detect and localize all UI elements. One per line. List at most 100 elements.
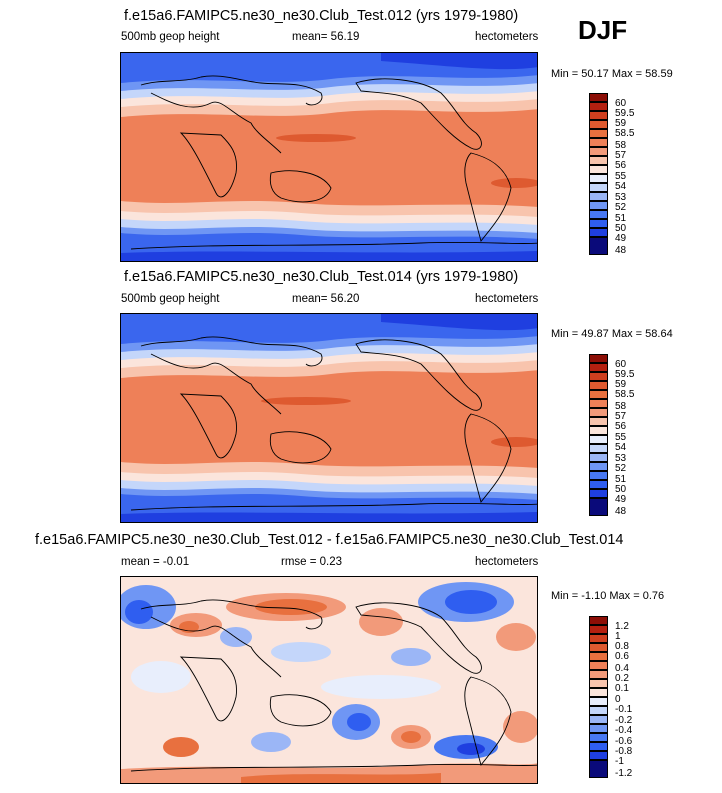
- panel1-colorbar-tick: 59: [615, 118, 627, 129]
- panel2-variable-label: 500mb geop height: [121, 293, 220, 305]
- panel1-colorbar-tick: 59.5: [615, 108, 635, 119]
- panel1-colorbar-swatch: [589, 192, 608, 201]
- panel2-map: [120, 313, 538, 523]
- panel3-units-label: hectometers: [475, 556, 539, 568]
- panel3-rmse-label: rmse = 0.23: [281, 556, 343, 568]
- panel3-anom: [457, 743, 485, 755]
- panel3-anom: [359, 608, 403, 636]
- season-label: DJF: [578, 15, 628, 45]
- panel3-colorbar-swatch: [589, 751, 608, 760]
- panel1-colorbar-swatch: [589, 165, 608, 174]
- panel3-colorbar-swatch: [589, 625, 608, 634]
- panel3-colorbar-tick: -1.2: [615, 768, 633, 779]
- panel1-units-label: hectometers: [475, 31, 539, 43]
- panel3-colorbar-tick: 0.8: [615, 641, 629, 652]
- panel2-colorbar-tick: 50: [615, 484, 627, 495]
- panel2-colorbar-tick: 56: [615, 421, 627, 432]
- panel3-colorbar-tick: -0.6: [615, 736, 633, 747]
- panel1-colorbar-swatch: [589, 183, 608, 192]
- panel3-colorbar-swatch: [589, 715, 608, 724]
- panel3-colorbar-swatch: [589, 679, 608, 688]
- panel3-colorbar-swatch: [589, 724, 608, 733]
- panel2-colorbar-tick: 55: [615, 432, 627, 443]
- panel2-colorbar: 60 59.5 59 58.5 58 57 56 55 54 53 52 51 …: [589, 354, 634, 517]
- panel1-colorbar-tick: 56: [615, 160, 627, 171]
- panel1-low-core-south: [121, 251, 537, 261]
- panel3-colorbar-swatch: [589, 688, 608, 697]
- panel1-colorbar-swatch: [589, 129, 608, 138]
- panel3-anom: [163, 737, 199, 757]
- panel3-minmax-label: Min = -1.10 Max = 0.76: [551, 590, 665, 602]
- panel1-colorbar-swatch: [589, 102, 608, 111]
- panel1-max-patch-atlantic: [491, 178, 537, 188]
- panel3-colorbar-tick: -1: [615, 756, 624, 767]
- panel3-colorbar-tick: 0.1: [615, 683, 629, 694]
- panel2-colorbar-swatch: [589, 471, 608, 480]
- panel3-colorbar-tick: 0.2: [615, 673, 629, 684]
- panel1-colorbar-swatch: [589, 174, 608, 183]
- panel2-colorbar-tick: 48: [615, 506, 627, 517]
- panel2-minmax-label: Min = 49.87 Max = 58.64: [551, 328, 673, 340]
- panel1-colorbar-tick: 57: [615, 150, 627, 161]
- panel1-colorbar-tick: 60: [615, 98, 627, 109]
- panel1-colorbar-tick: 55: [615, 171, 627, 182]
- panel1-colorbar-swatch: [589, 228, 608, 237]
- panel3-field-plot: [121, 577, 537, 783]
- panel1-low-core-north: [381, 53, 537, 70]
- panel3-colorbar-swatch: [589, 733, 608, 742]
- panel1-mean-label: mean= 56.19: [292, 31, 360, 43]
- panel1-colorbar-swatch: [589, 111, 608, 120]
- panel3-anom: [496, 623, 536, 651]
- panel1-colorbar-tick: 53: [615, 192, 627, 203]
- panel3-colorbar-swatch: [589, 697, 608, 706]
- panel2-colorbar-swatch: [589, 489, 608, 498]
- panel1-coastlines: [130, 75, 537, 250]
- panel3-colorbar-tick: -0.1: [615, 704, 633, 715]
- panel3-anom: [251, 732, 291, 752]
- panel1-colorbar-tick: 51: [615, 213, 627, 224]
- panel3-mean-label: mean = -0.01: [121, 556, 190, 568]
- panel2-colorbar-tick: 54: [615, 442, 627, 453]
- panel2-colorbar-tick: 52: [615, 463, 627, 474]
- panel3-colorbar-tick: 0.6: [615, 651, 629, 662]
- panel2-colorbar-swatch: [589, 354, 608, 363]
- panel2-colorbar-swatch: [589, 372, 608, 381]
- panel1-colorbar-tick: 52: [615, 202, 627, 213]
- panel2-colorbar-swatch: [589, 399, 608, 408]
- panel1-colorbar-swatch: [589, 219, 608, 228]
- panel2-title: f.e15a6.FAMIPC5.ne30_ne30.Club_Test.014 …: [124, 269, 519, 285]
- panel2-band-58: [121, 370, 537, 468]
- panel1-title: f.e15a6.FAMIPC5.ne30_ne30.Club_Test.012 …: [124, 8, 519, 24]
- panel1-colorbar-swatch: [589, 156, 608, 165]
- panel2-colorbar-tick: 59: [615, 379, 627, 390]
- panel1-colorbar-tick: 58.5: [615, 128, 635, 139]
- panel2-colorbar-swatch: [589, 417, 608, 426]
- panel2-colorbar-tick: 51: [615, 474, 627, 485]
- panel1-variable-label: 500mb geop height: [121, 31, 220, 43]
- panel3-colorbar-tick: 1: [615, 631, 621, 642]
- panel1-colorbar-tick: 58: [615, 140, 627, 151]
- panel3-anom: [255, 599, 327, 615]
- panel3-anom: [391, 648, 431, 666]
- panel3-map: [120, 576, 538, 784]
- panel3-colorbar-swatch: [589, 616, 608, 625]
- panel3-anom: [125, 600, 153, 624]
- panel2-colorbar-swatch: [589, 381, 608, 390]
- panel3-colorbar-tick: 1.2: [615, 621, 629, 632]
- panel2-colorbar-swatch: [589, 498, 608, 516]
- panel2-colorbar-swatch: [589, 444, 608, 453]
- panel1-colorbar-swatch: [589, 237, 608, 255]
- panel2-coastlines: [130, 336, 537, 511]
- panel2-colorbar-tick: 57: [615, 411, 627, 422]
- panel3-colorbar: 1.2 1 0.8 0.6 0.4 0.2 0.1 0 -0.1 -0.2 -0…: [589, 616, 632, 779]
- panel2-colorbar-tick: 49: [615, 494, 627, 505]
- panel3-coastlines: [130, 599, 537, 772]
- panel3-colorbar-tick: -0.4: [615, 725, 633, 736]
- panel1-max-patch-pacific: [276, 134, 356, 142]
- panel3-anom: [321, 675, 441, 699]
- panel2-colorbar-tick: 58.5: [615, 389, 635, 400]
- panel2-low-core-south: [121, 512, 537, 522]
- panel2-colorbar-tick: 53: [615, 453, 627, 464]
- panel3-colorbar-swatch: [589, 643, 608, 652]
- panel2-field-plot: [121, 314, 537, 522]
